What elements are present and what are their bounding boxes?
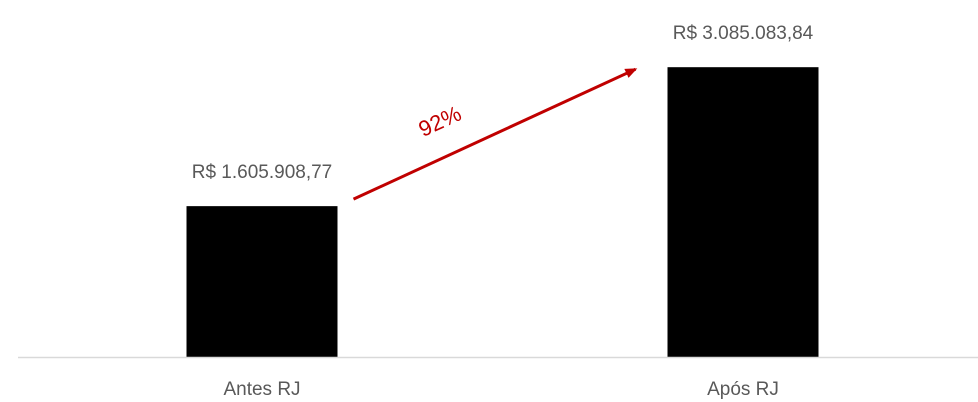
bar-2 [667,67,819,358]
x-tick-label-1: Antes RJ [223,379,300,400]
plot-area: R$ 1.605.908,77 R$ 3.085.083,84 Antes RJ Ap… [18,23,978,400]
bar-1 [186,206,338,357]
data-label-1: R$ 1.605.908,77 [192,162,333,183]
x-tick-label-2: Após RJ [707,379,779,400]
data-label-2: R$ 3.085.083,84 [673,23,814,44]
growth-percentage-label: 92% [415,101,465,142]
growth-arrow [352,67,638,201]
